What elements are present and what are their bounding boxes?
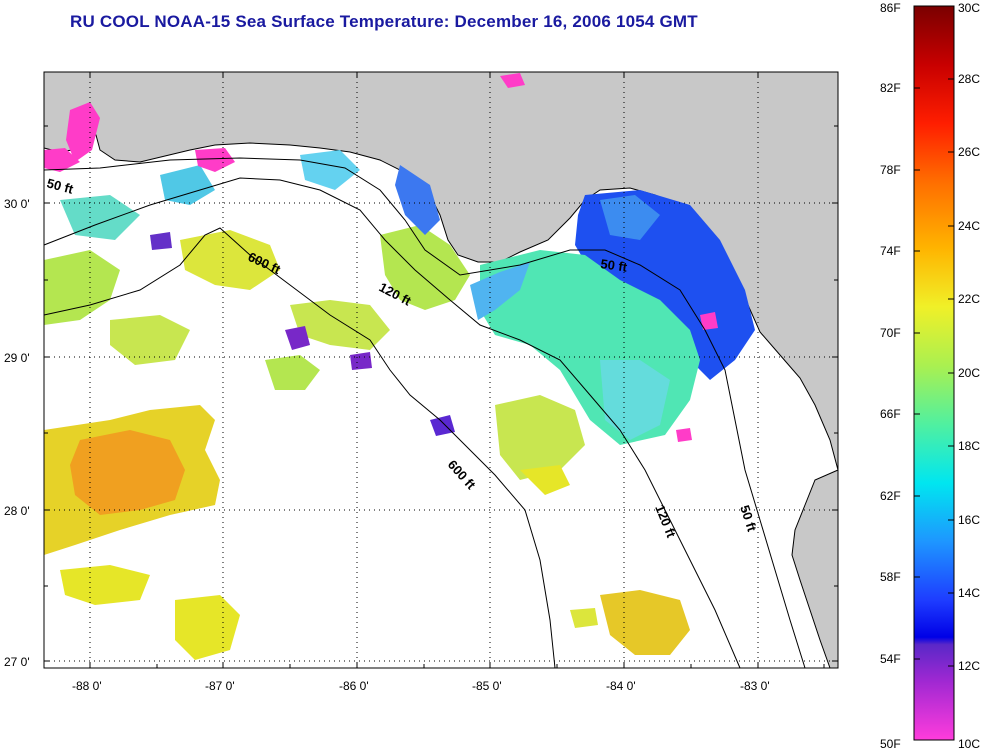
- sst-cyan-nw3: [160, 165, 215, 205]
- lat-label-27: 27 0': [4, 655, 30, 669]
- sst-magenta-north: [500, 73, 525, 88]
- contour-label-50ft-east: 50 ft: [600, 256, 629, 275]
- lat-axis: 30 0' 29 0' 28 0' 27 0': [4, 197, 30, 669]
- sst-purple-1: [285, 326, 310, 350]
- sst-purple-3: [350, 352, 372, 370]
- sst-ygreen-west2: [44, 250, 120, 325]
- lon-label-88: -88 0': [72, 679, 102, 693]
- lon-label-86: -86 0': [339, 679, 369, 693]
- sst-yellow-west: [180, 230, 280, 290]
- lat-label-30: 30 0': [4, 197, 30, 211]
- sst-purple-2: [430, 415, 455, 436]
- sst-magenta-coast1: [44, 148, 80, 172]
- sst-yellow-se3: [570, 608, 598, 628]
- sst-ygreen-center: [290, 300, 390, 350]
- lon-label-83: -83 0': [740, 679, 770, 693]
- sst-lightblue-bigbend: [600, 195, 660, 240]
- contour-label-50ft-west: 50 ft: [45, 175, 75, 197]
- sst-cyan-nw1: [300, 150, 360, 190]
- sst-cyan-nw2: [60, 195, 140, 240]
- sst-ygreen-north: [380, 225, 470, 310]
- sst-ygreen-west3: [110, 315, 190, 365]
- lon-axis: -88 0' -87 0' -86 0' -85 0' -84 0' -83 0…: [72, 679, 770, 693]
- sst-purple-4: [150, 232, 172, 250]
- land: [44, 72, 838, 668]
- sst-blue-bigbend: [575, 190, 755, 380]
- sst-blue-nw: [395, 165, 440, 235]
- map-title: RU COOL NOAA-15 Sea Surface Temperature:…: [70, 12, 698, 31]
- sst-lightblue-edge: [470, 262, 530, 320]
- sst-yellow-se2: [600, 590, 690, 655]
- sst-yellow-sw: [60, 565, 150, 605]
- lat-label-29: 29 0': [4, 351, 30, 365]
- contour-120ft: [43, 177, 741, 669]
- frame-ticks: [44, 72, 838, 668]
- lon-label-85: -85 0': [472, 679, 502, 693]
- sst-magenta-pensacola: [66, 102, 100, 162]
- sst-data: [44, 73, 755, 660]
- sst-ygreen-se: [495, 395, 585, 480]
- sst-orange-warm: [70, 430, 185, 515]
- sst-cyan-south: [600, 360, 670, 440]
- lon-label-84: -84 0': [606, 679, 636, 693]
- sst-yellow-south: [520, 465, 570, 495]
- sst-yellow-south2: [175, 595, 240, 660]
- sst-ygreen-mid: [265, 355, 320, 390]
- sst-magenta-coast2: [195, 148, 235, 172]
- lat-label-28: 28 0': [4, 504, 30, 518]
- sst-magenta-4: [676, 428, 692, 442]
- sst-magenta-3: [700, 312, 718, 330]
- lon-label-87: -87 0': [205, 679, 235, 693]
- contour-50ft: [43, 157, 806, 669]
